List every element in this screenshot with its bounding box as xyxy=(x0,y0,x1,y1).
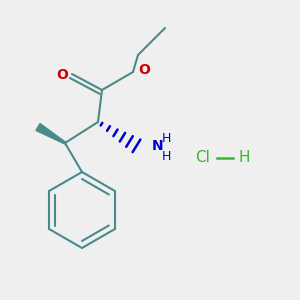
Polygon shape xyxy=(36,124,65,144)
Text: N: N xyxy=(152,139,164,153)
Text: H: H xyxy=(239,151,250,166)
Text: O: O xyxy=(138,63,150,77)
Text: Cl: Cl xyxy=(195,151,210,166)
Text: H: H xyxy=(162,149,171,163)
Text: O: O xyxy=(56,68,68,82)
Text: H: H xyxy=(162,131,171,145)
